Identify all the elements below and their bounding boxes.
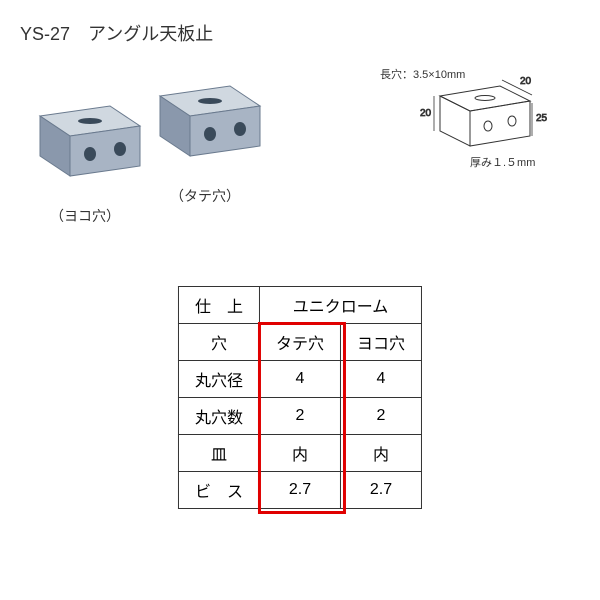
row-header: 丸穴数 [178, 398, 259, 435]
table-row: ビ ス 2.7 2.7 [178, 472, 421, 509]
cell: 2.7 [259, 472, 340, 509]
bracket-group: （ヨコ穴） （タテ穴） [20, 66, 270, 226]
cell: 内 [341, 435, 422, 472]
dim-top: 20 [520, 76, 532, 87]
technical-diagram: 20 25 20 長穴：3.5×10mm 厚み１.５mm [370, 66, 560, 191]
table-row: 穴 タテ穴 ヨコ穴 [178, 324, 421, 361]
dim-depth: 25 [536, 113, 548, 124]
bracket-right-image [140, 66, 270, 176]
cell: ユニクローム [259, 287, 421, 324]
cell: 4 [341, 361, 422, 398]
row-header: 丸穴径 [178, 361, 259, 398]
row-header: 仕 上 [178, 287, 259, 324]
cell: ヨコ穴 [341, 324, 422, 361]
bracket-left-wrapper: （ヨコ穴） [20, 86, 150, 226]
diagram-svg: 20 25 20 長穴：3.5×10mm 厚み１.５mm [370, 66, 560, 186]
slot-label: 長穴：3.5×10mm [380, 67, 465, 81]
dim-height: 20 [420, 108, 432, 119]
cell: 2.7 [341, 472, 422, 509]
cell: 2 [259, 398, 340, 435]
cell: 4 [259, 361, 340, 398]
cell: 2 [341, 398, 422, 435]
bracket-left-image [20, 86, 150, 196]
product-title: YS-27 アングル天板止 [20, 20, 580, 46]
bracket-right-wrapper: （タテ穴） [140, 66, 270, 206]
row-header: 穴 [178, 324, 259, 361]
bracket-left-label: （ヨコ穴） [20, 206, 150, 226]
bracket-right-label: （タテ穴） [140, 186, 270, 206]
thickness-label: 厚み１.５mm [470, 156, 535, 169]
product-name: アングル天板止 [88, 24, 213, 44]
table-row: 丸穴径 4 4 [178, 361, 421, 398]
cell: 内 [259, 435, 340, 472]
row-header: ビ ス [178, 472, 259, 509]
product-code: YS-27 [20, 24, 70, 44]
table-row: 仕 上 ユニクローム [178, 287, 421, 324]
table-row: 丸穴数 2 2 [178, 398, 421, 435]
spec-table: 仕 上 ユニクローム 穴 タテ穴 ヨコ穴 丸穴径 4 4 丸穴数 2 2 皿 内… [178, 286, 422, 509]
table-row: 皿 内 内 [178, 435, 421, 472]
images-row: （ヨコ穴） （タテ穴） [20, 66, 580, 226]
row-header: 皿 [178, 435, 259, 472]
cell: タテ穴 [259, 324, 340, 361]
spec-table-container: 仕 上 ユニクローム 穴 タテ穴 ヨコ穴 丸穴径 4 4 丸穴数 2 2 皿 内… [178, 286, 422, 509]
